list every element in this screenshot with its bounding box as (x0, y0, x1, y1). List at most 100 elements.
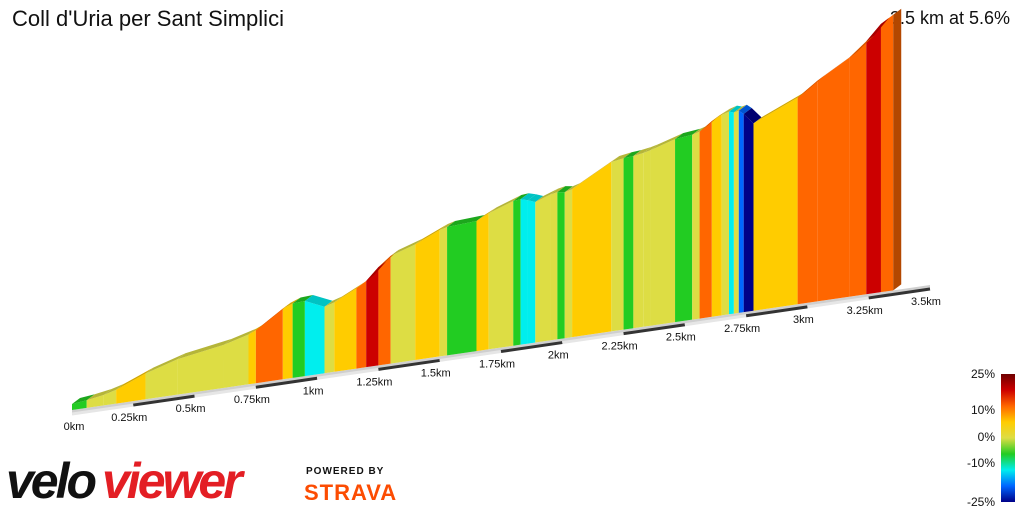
profile-segment (557, 192, 565, 340)
axis-band (623, 323, 686, 336)
profile-segment-top (633, 146, 652, 156)
profile-segment-top (334, 282, 365, 303)
profile-segment (880, 14, 894, 293)
profile-segment (643, 150, 651, 327)
profile-segment-top (550, 186, 566, 195)
profile-segment-top (535, 188, 559, 202)
gradient-legend: 25% 10% 0% -10% -25% (967, 367, 1015, 509)
axis-band (868, 287, 931, 300)
profile-top-faces (72, 8, 902, 404)
profile-segment-top (728, 105, 742, 113)
profile-segment-top (733, 104, 747, 113)
legend-label: 10% (971, 403, 995, 417)
profile-segment (378, 255, 391, 366)
profile-segment-top (439, 220, 456, 231)
profile-segment-top (255, 302, 291, 331)
profile-segment (476, 213, 489, 352)
profile-segment-top (520, 193, 536, 201)
profile-segment-top (711, 108, 730, 122)
profile-segment-top (643, 144, 659, 153)
profile-segment (743, 114, 754, 313)
profile-segment (650, 139, 676, 326)
profile-segment (572, 162, 612, 338)
legend-label: 25% (971, 367, 995, 381)
profile-segment-top (223, 328, 257, 345)
profile-segment (248, 330, 256, 385)
profile-segment (324, 302, 335, 374)
profile-segment (550, 192, 558, 341)
axis-band (378, 358, 440, 371)
profile-segment (116, 373, 146, 404)
profile-segment-top (145, 353, 186, 374)
profile-segment-top (675, 128, 701, 140)
profile-segment (753, 97, 798, 311)
x-tick-label: 0.75km (234, 394, 270, 406)
profile-end-face (893, 8, 902, 291)
strava-logo: STRAVA (304, 480, 398, 505)
profile-segment (488, 200, 514, 350)
profile-segment-top (488, 194, 522, 214)
axis-band (133, 394, 195, 407)
profile-segment (356, 280, 367, 369)
profile-segment-top (650, 133, 684, 151)
legend-color-bar (1001, 374, 1015, 502)
profile-segment-top (72, 394, 95, 404)
logo-viewer: viewer (102, 453, 245, 508)
profile-segment (675, 134, 693, 323)
axis-band (500, 341, 563, 353)
x-tick-label: 2.5km (666, 332, 696, 344)
x-tick-label: 0.25km (111, 412, 147, 424)
axis-band (255, 376, 318, 389)
profile-segment (728, 111, 734, 315)
profile-segment (292, 300, 305, 378)
profile-segment (564, 189, 573, 339)
profile-segment (699, 121, 712, 319)
axis-band (316, 367, 379, 380)
x-tick-label: 0.5km (176, 403, 206, 415)
legend-label: -10% (967, 456, 995, 470)
profile-segment-top (743, 108, 762, 124)
profile-segment-top (849, 35, 875, 58)
profile-segment (817, 57, 850, 302)
profile-segment-top (623, 149, 642, 159)
profile-segment-top (103, 383, 125, 395)
x-tick-label: 3.25km (847, 305, 883, 317)
profile-segment-top (390, 238, 424, 256)
axis-band (562, 332, 624, 345)
profile-segment (866, 23, 881, 295)
profile-segment-top (116, 367, 154, 390)
profile-segment-top (248, 324, 264, 335)
powered-by-label: POWERED BY (306, 466, 385, 477)
profile-segment (86, 394, 104, 408)
profile-segment (721, 111, 729, 316)
profile-segment-top (738, 104, 752, 115)
profile-segment-top (177, 338, 232, 360)
profile-segment-top (564, 183, 581, 193)
profile-segment-top (557, 186, 573, 193)
profile-segment (439, 226, 448, 357)
veloviewer-logo: velo viewer (4, 452, 294, 509)
x-tick-label: 1.5km (421, 367, 451, 379)
profile-segment (255, 308, 283, 384)
profile-segment (611, 158, 624, 332)
profile-segment (520, 199, 528, 345)
distance-axis: 0km 0.25km 0.5km 0.75km 1km 1.25km 1.5km 1.75km… (64, 287, 941, 433)
profile-segment (623, 155, 634, 330)
profile-bars (72, 14, 930, 415)
profile-segment (366, 267, 379, 368)
profile-segment (738, 110, 744, 313)
profile-segment (282, 303, 293, 380)
x-tick-label: 2.75km (724, 323, 760, 335)
segment-title: Coll d'Uria per Sant Simplici (12, 6, 284, 31)
profile-segment-top (797, 74, 826, 98)
profile-segment-top (476, 207, 497, 222)
x-tick-label: 3.5km (911, 296, 941, 308)
profile-segment-top (366, 261, 387, 281)
profile-segment-top (282, 297, 301, 309)
profile-segment-top (880, 8, 902, 24)
profile-segment (633, 152, 644, 329)
x-tick-label: 2km (548, 350, 569, 362)
profile-segment (535, 194, 551, 343)
profile-segment (849, 41, 867, 297)
